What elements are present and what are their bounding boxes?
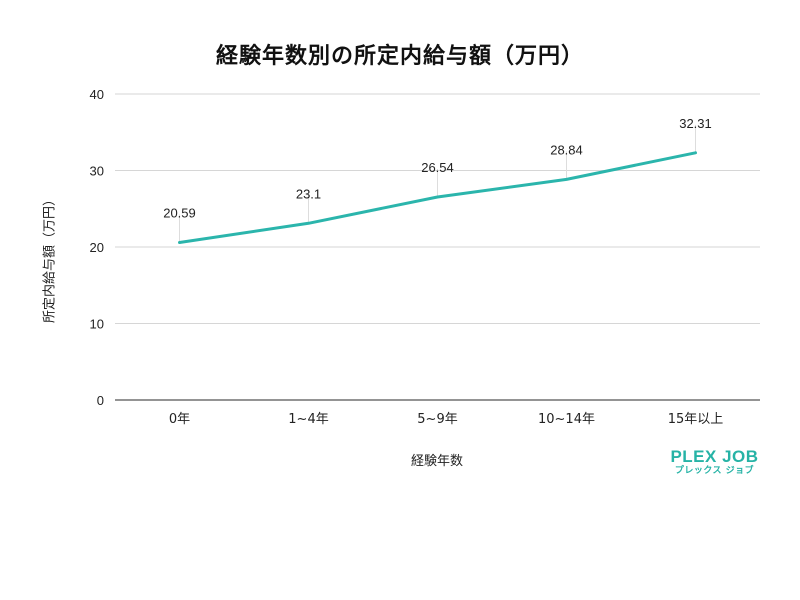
data-label: 23.1 — [296, 186, 321, 201]
logo-wordmark: PLEX JOB — [670, 447, 759, 466]
data-label: 26.54 — [421, 160, 454, 175]
y-tick-label: 40 — [90, 87, 104, 102]
data-label: 28.84 — [550, 142, 583, 157]
data-label: 32.31 — [679, 116, 712, 131]
x-tick-label: 0年 — [169, 412, 190, 427]
y-tick-label: 0 — [97, 393, 104, 408]
x-axis-label: 経験年数 — [410, 454, 464, 469]
x-tick-label: 1~4年 — [288, 412, 328, 427]
x-tick-label: 5~9年 — [417, 412, 457, 427]
data-label-leaders — [179, 124, 696, 243]
y-tick-label: 30 — [90, 164, 104, 179]
data-label: 20.59 — [163, 205, 196, 220]
chart-title: 経験年数別の所定内給与額（万円） — [215, 44, 584, 69]
x-tick-label: 15年以上 — [668, 412, 724, 427]
x-tick-label: 10~14年 — [538, 412, 595, 427]
x-axis-ticks: 0年 1~4年 5~9年 10~14年 15年以上 — [169, 412, 723, 427]
data-labels: 20.59 23.1 26.54 28.84 32.31 — [163, 116, 712, 221]
gridlines — [115, 93, 760, 401]
series-line — [178, 151, 697, 244]
plex-job-logo: PLEX JOB プレックス ジョブ — [667, 448, 762, 477]
y-tick-label: 20 — [90, 240, 104, 255]
y-tick-label: 10 — [90, 317, 104, 332]
logo-katakana: プレックス ジョブ — [674, 466, 755, 476]
y-axis-ticks: 0 10 20 30 40 — [90, 87, 104, 408]
